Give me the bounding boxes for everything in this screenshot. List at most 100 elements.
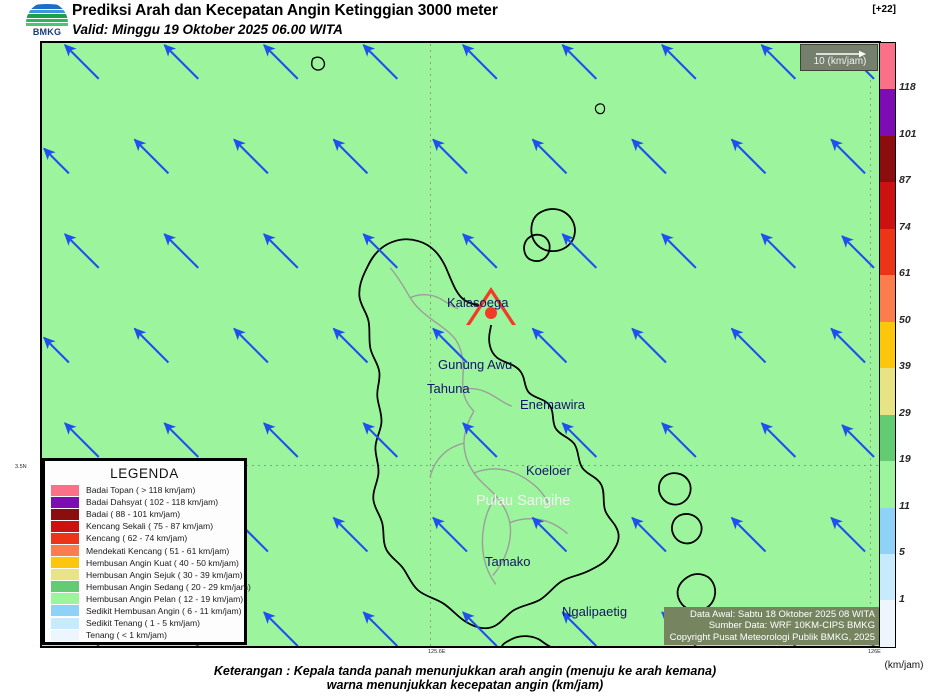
legend-row: Kencang Sekali ( 75 - 87 km/jam) [45,520,244,532]
legend-item-label: Hembusan Angin Sedang ( 20 - 29 km/jam) [86,581,251,592]
colorbar-tick: 50 [899,313,911,326]
axis-tick-label: 126E [868,649,881,655]
legend-color-swatch [51,629,79,641]
colorbar-tick: 29 [899,406,911,419]
map-place-label: Enemawira [520,397,586,412]
legend-rows: Badai Topan ( > 118 km/jam) Badai Dahsyat… [45,484,251,641]
colorbar-band [880,89,895,136]
colorbar-band [880,553,895,601]
map-place-label: Tahuna [427,381,470,396]
arrow-right-icon [816,50,866,58]
wind-scale-label: 10 (km/jam) [813,56,867,67]
legend-row: Badai Topan ( > 118 km/jam) [45,484,244,496]
colorbar-band [880,600,895,647]
legend-title: LEGENDA [110,466,179,481]
legend-row: Sedikit Hembusan Angin ( 6 - 11 km/jam) [45,605,244,617]
legend-color-swatch [51,569,79,581]
bmkg-logo: BMKG [20,1,74,39]
graticule-parallel [42,465,879,466]
map-place-label: Ngalipaetig [562,604,628,619]
legend-row: Hembusan Angin Sedang ( 20 - 29 km/jam) [45,581,251,593]
legend-color-swatch [51,581,79,593]
colorbar-tick: 11 [899,499,910,512]
colorbar-band [880,275,895,322]
legend-row: Sedikit Tenang ( 1 - 5 km/jam) [45,617,244,629]
legend-color-swatch [51,532,79,544]
colorbar-tick: 101 [899,127,917,140]
legend-panel[interactable]: LEGENDA Badai Topan ( > 118 km/jam) Badai… [42,458,251,645]
coastline-layer [311,56,717,646]
page-header: BMKG Prediksi Arah dan Kecepatan Angin K… [0,0,930,40]
legend-item-label: Kencang Sekali ( 75 - 87 km/jam) [86,521,214,532]
legend-row: Kencang ( 62 - 74 km/jam) [45,532,244,544]
map-place-label: Pulau Sangihe [476,493,571,509]
bmkg-logo-dome [26,2,68,28]
legend-color-swatch [51,557,79,569]
legend-color-swatch [51,545,79,557]
legend-row: Badai ( 88 - 101 km/jam) [45,508,244,520]
axis-tick-label: 3.5N [15,464,27,470]
legend-item-label: Hembusan Angin Pelan ( 12 - 19 km/jam) [86,593,244,604]
legend-item-label: Hembusan Angin Kuat ( 40 - 50 km/jam) [86,557,239,568]
source-line-initial-data: Data Awal: Sabtu 18 Oktober 2025 08 WITA [689,608,875,620]
wind-speed-colorbar [879,42,896,648]
map-place-label: Kalasoega [447,295,509,310]
graticule-meridian [870,43,871,646]
map-caption: Keterangan : Kepala tanda panah menunjuk… [0,664,930,692]
map-place-label: Koeloer [526,463,571,478]
caption-line-1: Keterangan : Kepala tanda panah menunjuk… [213,664,717,678]
colorbar-band [880,368,895,415]
valid-time-subtitle: Valid: Minggu 19 Oktober 2025 06.00 WITA [72,22,343,37]
legend-item-label: Badai Topan ( > 118 km/jam) [86,485,196,496]
axis-tick-label: 125.6E [428,649,446,655]
legend-item-label: Sedikit Hembusan Angin ( 6 - 11 km/jam) [86,605,242,616]
page-title: Prediksi Arah dan Kecepatan Angin Keting… [72,2,498,19]
legend-item-label: Mendekati Kencang ( 51 - 61 km/jam) [86,545,230,556]
legend-row: Badai Dahsyat ( 102 - 118 km/jam) [45,496,244,508]
legend-item-label: Kencang ( 62 - 74 km/jam) [86,533,188,544]
colorbar-tick: 39 [899,360,911,373]
legend-row: Mendekati Kencang ( 51 - 61 km/jam) [45,544,244,557]
source-line-copyright: Copyright Pusat Meteorologi Publik BMKG,… [669,631,875,643]
colorbar-band [880,43,895,90]
legend-item-label: Badai Dahsyat ( 102 - 118 km/jam) [86,497,219,508]
colorbar-unit-label: (km/jam) [884,660,924,671]
colorbar-tick-labels: 118 101 87 74 61 50 39 29 19 11 5 1 [899,42,930,648]
map-canvas: Kalasoega Gunung Awu Tahuna Enemawira Koeloe… [42,43,879,646]
legend-item-label: Badai ( 88 - 101 km/jam) [86,509,181,520]
wind-scale-reference: 10 (km/jam) [800,44,878,71]
legend-color-swatch [51,508,79,520]
colorbar-tick: 5 [899,546,905,559]
caption-line-2: warna menunjukkan kecepatan angin (km/ja… [326,678,604,692]
legend-color-swatch [51,496,79,508]
colorbar-band [880,507,895,554]
map-place-label: Tamako [485,554,531,569]
colorbar-tick: 74 [899,220,911,233]
colorbar-tick: 61 [899,267,911,280]
bmkg-logo-text: BMKG [32,27,62,37]
legend-row: Hembusan Angin Pelan ( 12 - 19 km/jam) [45,593,244,605]
colorbar-band [880,461,895,508]
colorbar-band [880,414,895,462]
legend-item-label: Tenang ( < 1 km/jam) [86,630,167,641]
map-place-label: Gunung Awu [438,357,513,372]
colorbar-tick: 19 [899,453,911,466]
legend-row: Hembusan Angin Kuat ( 40 - 50 km/jam) [45,557,244,569]
source-line-model: Sumber Data: WRF 10KM-CIPS BMKG [708,620,875,631]
volcano-marker-gunung-awu[interactable] [466,287,516,327]
data-source-box: Data Awal: Sabtu 18 Oktober 2025 08 WITA… [663,606,879,645]
colorbar-band [880,135,895,183]
legend-item-label: Sedikit Tenang ( 1 - 5 km/jam) [86,618,200,629]
colorbar-tick: 1 [899,592,905,605]
legend-color-swatch [51,593,79,605]
forecast-hour-badge: [+22] [872,4,896,15]
legend-color-swatch [51,520,79,532]
colorbar-tick: 118 [899,81,916,94]
legend-item-label: Hembusan Angin Sejuk ( 30 - 39 km/jam) [86,569,243,580]
legend-color-swatch [51,605,79,617]
graticule-meridian [430,43,431,646]
legend-color-swatch [51,617,79,629]
volcano-center-dot-icon [485,307,497,319]
colorbar-band [880,228,895,276]
legend-color-swatch [51,484,79,496]
